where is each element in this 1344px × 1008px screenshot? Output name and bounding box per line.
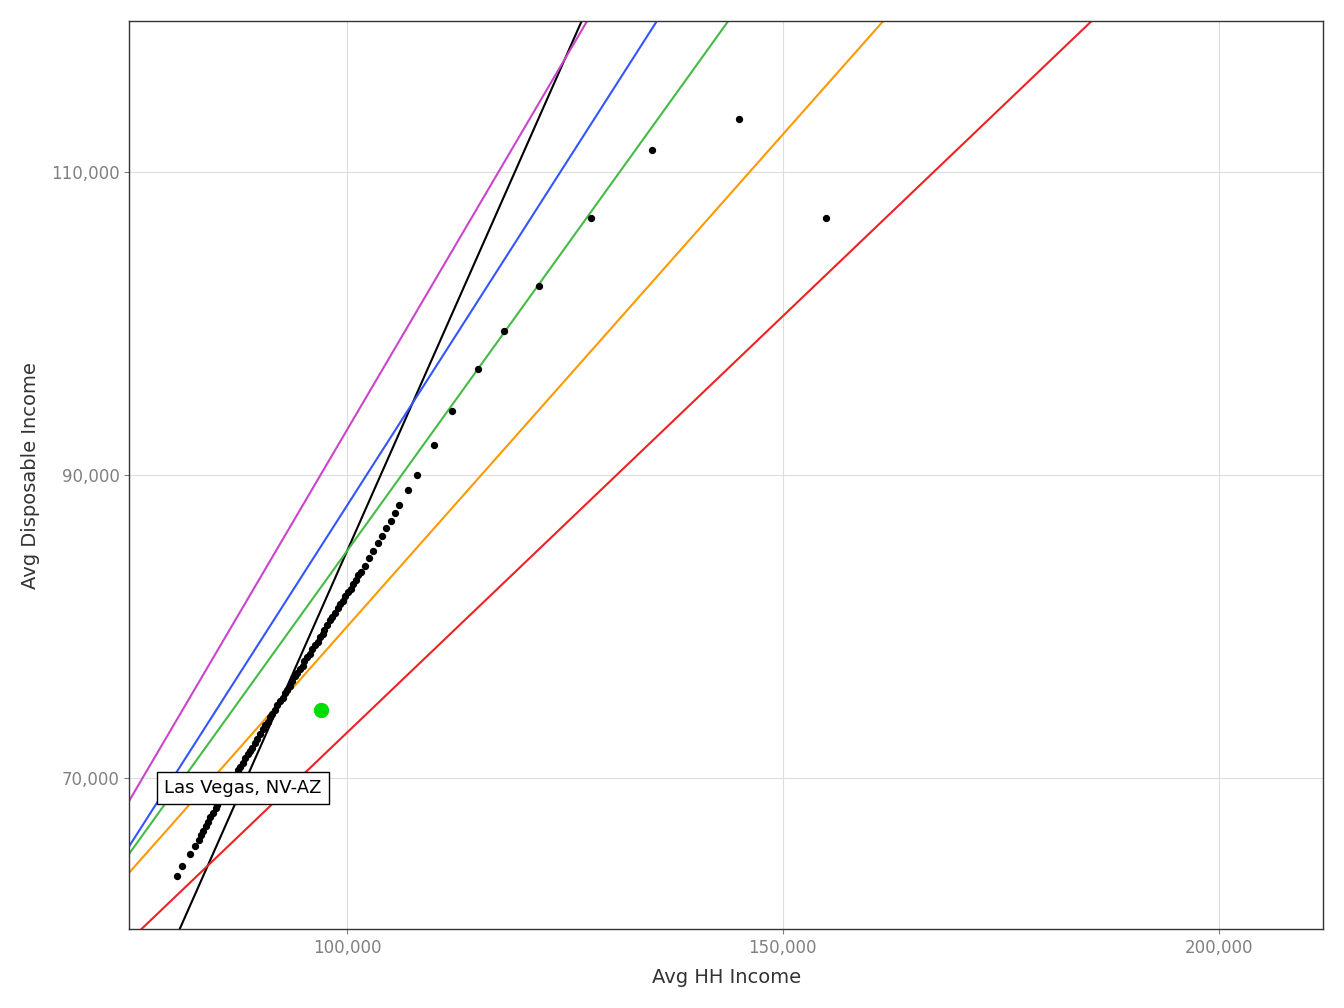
Point	[237, 746, 258, 762]
Point	[207, 797, 228, 813]
Point	[202, 804, 223, 821]
Point	[312, 626, 333, 642]
Point	[335, 588, 356, 604]
Point	[231, 755, 253, 771]
Point	[309, 629, 331, 645]
Point	[468, 361, 489, 377]
Point	[388, 497, 410, 513]
Point	[167, 868, 188, 884]
Point	[286, 665, 308, 681]
Point	[728, 111, 750, 127]
Point	[184, 838, 206, 854]
Point	[406, 467, 427, 483]
Point	[321, 610, 343, 626]
Text: Las Vegas, NV-AZ: Las Vegas, NV-AZ	[164, 779, 321, 797]
Point	[340, 581, 362, 597]
Point	[343, 576, 364, 592]
Point	[528, 278, 550, 294]
Point	[234, 750, 255, 766]
Point	[259, 710, 281, 726]
Point	[493, 324, 515, 340]
Point	[641, 141, 663, 157]
Point	[294, 653, 316, 669]
Point	[247, 731, 269, 747]
Point	[230, 759, 251, 775]
Point	[198, 813, 219, 830]
Point	[441, 403, 462, 419]
Point	[359, 550, 380, 566]
Point	[337, 584, 359, 600]
Point	[222, 771, 243, 787]
Point	[348, 566, 370, 583]
Point	[367, 535, 388, 551]
Point	[310, 702, 332, 718]
Point	[257, 714, 278, 730]
Point	[242, 740, 263, 756]
Point	[289, 661, 310, 677]
Point	[180, 846, 202, 862]
Point	[371, 527, 392, 543]
Point	[306, 634, 328, 650]
Point	[316, 617, 337, 633]
Point	[398, 482, 419, 498]
Point	[423, 436, 445, 453]
Point	[188, 832, 210, 848]
Y-axis label: Avg Disposable Income: Avg Disposable Income	[22, 362, 40, 589]
Point	[171, 858, 192, 874]
Point	[195, 818, 216, 835]
Point	[363, 542, 384, 558]
Point	[313, 622, 335, 638]
Point	[271, 689, 293, 706]
Point	[332, 593, 353, 609]
Point	[216, 779, 238, 795]
Point	[262, 707, 284, 723]
Point	[224, 767, 246, 783]
Point	[581, 210, 602, 226]
Point	[345, 572, 367, 588]
Point	[269, 692, 290, 709]
Point	[281, 673, 302, 689]
Point	[190, 828, 211, 844]
Point	[249, 726, 270, 742]
Point	[251, 722, 273, 738]
Point	[215, 783, 237, 799]
Point	[280, 677, 301, 694]
Point	[199, 809, 220, 826]
Point	[351, 563, 372, 580]
Point	[816, 210, 837, 226]
Point	[329, 596, 351, 612]
X-axis label: Avg HH Income: Avg HH Income	[652, 968, 801, 987]
Point	[324, 605, 345, 621]
Point	[327, 601, 348, 617]
Point	[204, 800, 226, 816]
Point	[219, 774, 241, 790]
Point	[353, 557, 375, 574]
Point	[277, 682, 298, 699]
Point	[384, 505, 406, 521]
Point	[296, 649, 317, 665]
Point	[239, 743, 261, 759]
Point	[298, 646, 320, 662]
Point	[192, 823, 214, 839]
Point	[380, 512, 402, 528]
Point	[254, 717, 276, 733]
Point	[263, 702, 285, 718]
Point	[266, 698, 288, 714]
Point	[301, 641, 323, 657]
Point	[210, 792, 231, 808]
Point	[227, 762, 249, 778]
Point	[274, 685, 296, 702]
Point	[304, 637, 325, 653]
Point	[284, 668, 305, 684]
Point	[212, 788, 234, 804]
Point	[375, 520, 396, 536]
Point	[886, 5, 907, 21]
Point	[245, 735, 266, 751]
Point	[319, 613, 340, 629]
Point	[292, 658, 313, 674]
